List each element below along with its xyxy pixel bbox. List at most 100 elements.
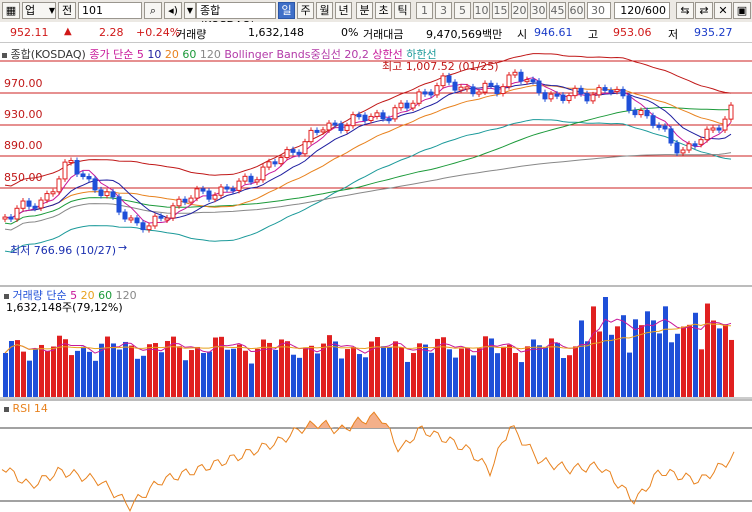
unit-tab-minute[interactable]: 분	[356, 2, 373, 19]
rsi-panel[interactable]: RSI 14	[0, 401, 752, 512]
volume-bar	[711, 320, 716, 397]
volume-bar	[597, 331, 602, 397]
count-input[interactable]: 120/600	[614, 2, 670, 19]
candle-body	[674, 142, 680, 154]
price-chart[interactable]	[0, 43, 752, 286]
market-select[interactable]: 업 ▼	[22, 2, 56, 19]
candle-body	[242, 175, 248, 182]
volume-bar	[483, 336, 488, 397]
candle-body	[440, 75, 446, 87]
low-annotation: 최저 766.96 (10/27)	[10, 244, 117, 257]
ma5-line	[4, 77, 732, 224]
candle-body	[374, 112, 380, 117]
volume-bar	[633, 319, 638, 397]
volume-bar	[231, 348, 236, 397]
zoom-out-icon[interactable]: ⇄	[695, 2, 713, 19]
zoom-in-icon[interactable]: ⇆	[676, 2, 694, 19]
panel-divider[interactable]	[0, 285, 752, 287]
volume-bar	[675, 333, 680, 397]
trade-value-label: 거래대금	[363, 28, 404, 41]
volume-bar	[435, 338, 440, 397]
volume-bar	[33, 348, 38, 397]
interval-20[interactable]: 20	[511, 2, 528, 19]
candle-body	[428, 91, 434, 96]
volume-panel[interactable]: 거래량 단순 5 20 60 120 1,632,148주(79,12%)	[0, 287, 752, 399]
speaker-icon[interactable]: ◂)	[164, 2, 182, 19]
volume-bar	[681, 326, 686, 397]
candle-body	[602, 87, 608, 91]
interval-10[interactable]: 10	[473, 2, 490, 19]
unit-tab-year[interactable]: 년	[335, 2, 352, 19]
candle-body	[146, 225, 152, 231]
volume-bar	[549, 338, 554, 397]
candle-body	[260, 166, 266, 181]
candle-body	[308, 129, 314, 143]
candle-body	[92, 178, 98, 191]
interval-input[interactable]: 30	[587, 2, 611, 19]
interval-15[interactable]: 15	[492, 2, 509, 19]
volume-bar	[9, 340, 14, 397]
unit-tab-week[interactable]: 주	[297, 2, 314, 19]
code-input[interactable]: 101	[78, 2, 142, 19]
candle-body	[176, 198, 182, 207]
candle-body	[644, 109, 650, 117]
period-select[interactable]: 전	[58, 2, 76, 19]
rsi-chart[interactable]	[0, 401, 752, 512]
interval-60[interactable]: 60	[568, 2, 585, 19]
ma60-line	[4, 106, 732, 225]
save-icon[interactable]: ▣	[733, 2, 751, 19]
interval-30[interactable]: 30	[530, 2, 547, 19]
candle-body	[44, 193, 50, 201]
unit-tab-tick[interactable]: 틱	[394, 2, 411, 19]
volume-bar	[111, 343, 116, 397]
candle-body	[434, 85, 440, 96]
unit-tab-second[interactable]: 초	[375, 2, 392, 19]
volume-bar	[531, 339, 536, 397]
volume-bar	[399, 347, 404, 397]
volume-bar	[699, 349, 704, 397]
candle-body	[56, 178, 62, 193]
candle-body	[536, 80, 542, 94]
volume-bar	[309, 345, 314, 397]
candle-body	[290, 149, 296, 153]
candle-body	[614, 88, 620, 92]
volume-bar	[375, 337, 380, 397]
volume-bar	[171, 336, 176, 397]
y-label-970: 970.00	[4, 77, 43, 90]
chevron-down-icon: ▼	[48, 6, 55, 15]
volume-bar	[261, 339, 266, 397]
candle-body	[332, 122, 338, 126]
interval-3[interactable]: 3	[435, 2, 452, 19]
volume-bar	[57, 335, 62, 397]
close-overlay-icon[interactable]: ✕	[714, 2, 732, 19]
price-panel[interactable]: 종합(KOSDAQ) 종가 단순 5 10 20 60 120 Bollinge…	[0, 43, 752, 286]
low-value: 935.27	[694, 26, 733, 39]
panel-divider[interactable]	[0, 399, 752, 401]
volume-legend-ma20: 20	[80, 289, 95, 302]
volume-bar	[369, 341, 374, 397]
interval-1[interactable]: 1	[416, 2, 433, 19]
candle-body	[266, 161, 272, 168]
volume-bar	[495, 353, 500, 397]
candle-body	[230, 188, 236, 192]
search-icon[interactable]: ⌕	[144, 2, 162, 19]
candle-body	[542, 92, 548, 100]
volume-bar	[573, 346, 578, 397]
legend-ma20: 20	[164, 48, 179, 61]
market-label: 업	[25, 4, 36, 17]
interval-5[interactable]: 5	[454, 2, 471, 19]
volume-value: 1,632,148	[248, 26, 304, 39]
chart-menu-icon[interactable]: ▦	[2, 2, 20, 19]
volume-bar	[345, 349, 350, 397]
candle-body	[686, 143, 692, 151]
volume-chart[interactable]	[0, 287, 752, 399]
unit-tab-month[interactable]: 월	[316, 2, 333, 19]
volume-bar	[489, 338, 494, 397]
candle-body	[26, 200, 32, 207]
interval-45[interactable]: 45	[549, 2, 566, 19]
legend-index-name: 종합(KOSDAQ)	[10, 48, 86, 61]
index-name-field[interactable]: 종합(KOSDAQ)	[196, 2, 276, 32]
candle-body	[470, 86, 476, 95]
unit-tab-day[interactable]: 일	[278, 2, 295, 19]
name-dropdown[interactable]: ▼	[184, 2, 196, 19]
